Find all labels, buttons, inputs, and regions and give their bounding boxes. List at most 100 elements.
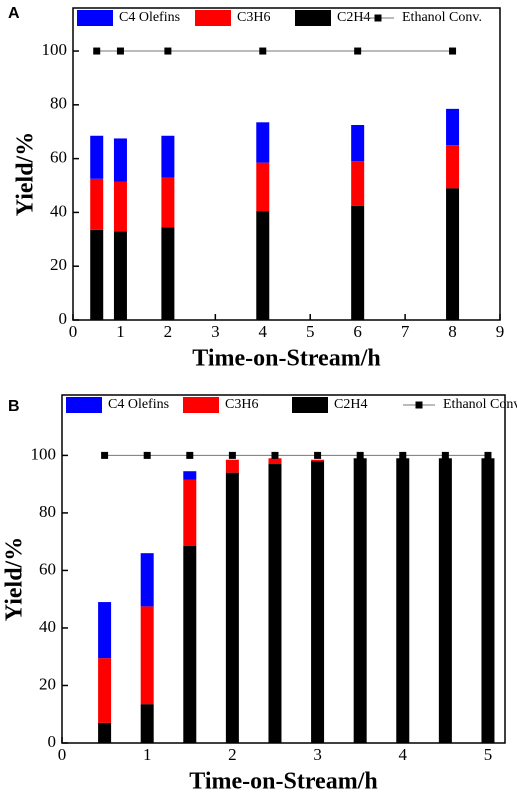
bar-segment bbox=[183, 479, 197, 546]
x-tick-label: 0 bbox=[69, 322, 78, 341]
line-marker bbox=[164, 47, 172, 55]
line-marker bbox=[228, 451, 236, 459]
bar-segment bbox=[113, 138, 127, 182]
bar-segment bbox=[225, 459, 239, 473]
bar-segment bbox=[256, 122, 270, 163]
plot-frame bbox=[72, 7, 501, 321]
x-tick-label: 4 bbox=[259, 322, 268, 341]
bar-segment bbox=[438, 458, 452, 743]
line-marker bbox=[441, 451, 449, 459]
bar-segment bbox=[140, 704, 154, 743]
legend-label: C4 Olefins bbox=[108, 397, 169, 412]
bar-segment bbox=[90, 178, 104, 230]
line-marker bbox=[101, 451, 109, 459]
y-tick-label: 0 bbox=[48, 732, 57, 751]
legend-swatch bbox=[292, 397, 328, 413]
x-tick-label: 9 bbox=[496, 322, 505, 341]
x-tick-label: 3 bbox=[313, 745, 322, 764]
legend-marker bbox=[415, 401, 423, 409]
bar-segment bbox=[353, 458, 367, 743]
line-marker bbox=[186, 451, 194, 459]
bar-segment bbox=[161, 227, 175, 320]
x-tick-label: 1 bbox=[143, 745, 152, 764]
y-tick-label: 100 bbox=[42, 40, 68, 59]
x-tick-label: 5 bbox=[484, 745, 493, 764]
line-marker bbox=[484, 451, 492, 459]
bar-segment bbox=[351, 125, 365, 162]
bar-segment bbox=[311, 461, 325, 743]
x-tick-label: 8 bbox=[448, 322, 457, 341]
x-tick-label: 4 bbox=[399, 745, 408, 764]
y-tick-label: 20 bbox=[39, 674, 56, 693]
line-marker bbox=[449, 47, 457, 55]
bar-segment bbox=[268, 458, 282, 465]
plot-frame bbox=[61, 394, 506, 744]
line-marker bbox=[259, 47, 267, 55]
legend-swatch bbox=[183, 397, 219, 413]
bar-segment bbox=[113, 181, 127, 232]
x-tick-label: 7 bbox=[401, 322, 410, 341]
bar-segment bbox=[396, 458, 410, 743]
bar-segment bbox=[140, 553, 154, 607]
legend-label: C2H4 bbox=[337, 10, 370, 25]
bar-segment bbox=[98, 658, 112, 723]
line-marker bbox=[356, 451, 364, 459]
y-tick-label: 60 bbox=[50, 148, 67, 167]
panel-label: A bbox=[8, 5, 20, 22]
y-tick-label: 20 bbox=[50, 255, 67, 274]
bar-segment bbox=[311, 459, 325, 462]
bar-segment bbox=[268, 464, 282, 743]
line-marker bbox=[314, 451, 322, 459]
legend-swatch bbox=[295, 10, 331, 26]
bar-segment bbox=[98, 602, 112, 659]
legend-label: Ethanol Conv. bbox=[402, 10, 482, 25]
bar-segment bbox=[140, 606, 154, 705]
bar-segment bbox=[90, 135, 104, 179]
y-axis-title: Yield/% bbox=[2, 537, 28, 621]
chart-panel: A 0 20 40 60 80 100 0 1 2 3 4 5 6 7 8 9 Time-on-Stream/h Y… bbox=[8, 5, 504, 371]
x-tick-label: 2 bbox=[228, 745, 237, 764]
bar-segment bbox=[161, 135, 175, 178]
legend-label: C3H6 bbox=[237, 10, 270, 25]
x-tick-label: 5 bbox=[306, 322, 315, 341]
y-tick-label: 40 bbox=[50, 201, 67, 220]
y-axis-title: Yield/% bbox=[13, 132, 39, 216]
bar-segment bbox=[90, 229, 104, 320]
legend-swatch bbox=[195, 10, 231, 26]
line-marker bbox=[271, 451, 279, 459]
bar-segment bbox=[183, 471, 197, 480]
legend-label: Ethanol Conv. bbox=[443, 397, 517, 412]
legend-label: C3H6 bbox=[225, 397, 258, 412]
bar-segment bbox=[446, 108, 460, 146]
x-axis-title: Time-on-Stream/h bbox=[189, 769, 377, 795]
chart-panel: B 0 20 40 60 80 100 0 1 2 3 4 5 Time-on-Stream/h Yield… bbox=[2, 394, 517, 795]
panel-label: B bbox=[8, 398, 20, 415]
legend-label: C4 Olefins bbox=[119, 10, 180, 25]
line-marker bbox=[354, 47, 362, 55]
x-tick-label: 6 bbox=[353, 322, 362, 341]
bar-segment bbox=[256, 211, 270, 320]
y-tick-label: 0 bbox=[59, 309, 68, 328]
line-marker bbox=[116, 47, 124, 55]
x-tick-label: 1 bbox=[116, 322, 125, 341]
bar-segment bbox=[351, 205, 365, 320]
line-marker bbox=[143, 451, 151, 459]
legend-swatch bbox=[77, 10, 113, 26]
x-tick-label: 2 bbox=[164, 322, 173, 341]
y-tick-label: 80 bbox=[50, 94, 67, 113]
legend-label: C2H4 bbox=[334, 397, 367, 412]
legend-swatch bbox=[66, 397, 102, 413]
bar-segment bbox=[351, 161, 365, 206]
x-tick-label: 0 bbox=[58, 745, 67, 764]
bar-segment bbox=[256, 162, 270, 212]
x-tick-label: 3 bbox=[211, 322, 220, 341]
legend-marker bbox=[374, 14, 382, 22]
y-tick-label: 40 bbox=[39, 617, 56, 636]
bar-segment bbox=[183, 545, 197, 743]
y-tick-label: 100 bbox=[31, 444, 57, 463]
bar-segment bbox=[446, 188, 460, 320]
bar-segment bbox=[161, 177, 175, 228]
bar-segment bbox=[98, 722, 112, 743]
bar-segment bbox=[481, 458, 495, 743]
